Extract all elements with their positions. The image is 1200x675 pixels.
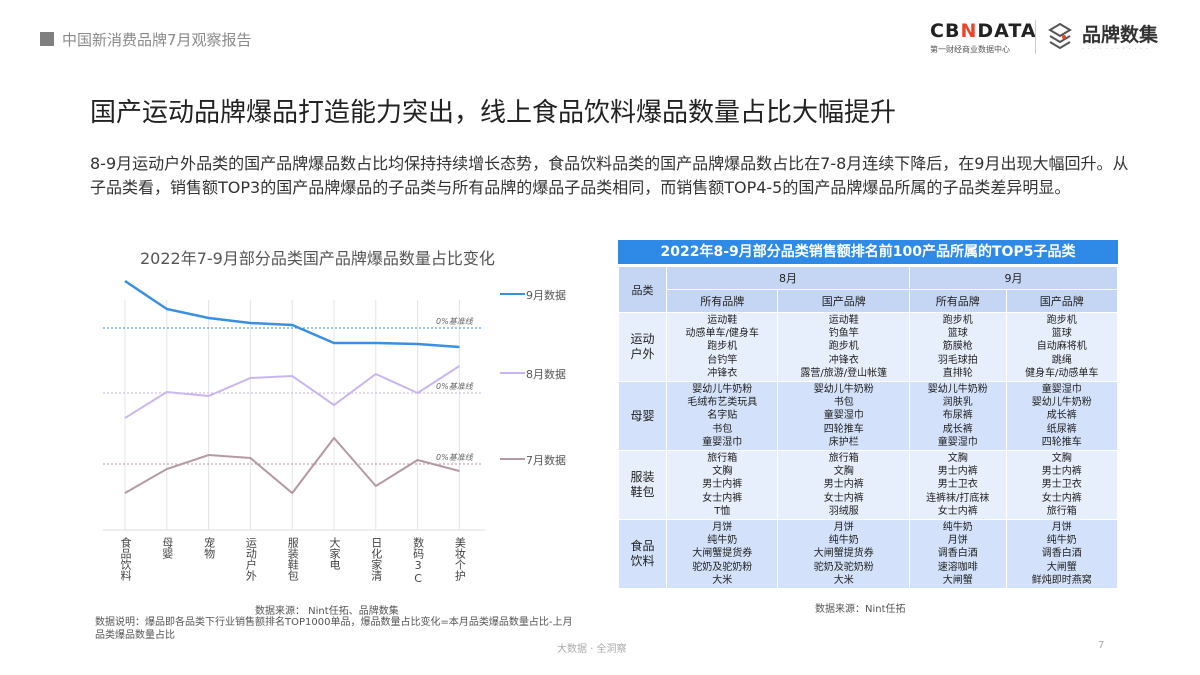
table-source: 数据来源：Nint任拓	[815, 604, 906, 615]
table-cell: 纯牛奶 月饼 调香白酒 速溶咖啡 大闸蟹	[909, 519, 1007, 590]
table-cell: 婴幼儿牛奶粉 毛绒布艺类玩具 名字贴 书包 童婴湿巾	[665, 381, 779, 452]
report-title: 中国新消费品牌7月观察报告	[62, 31, 252, 49]
table-cell: 旅行箱 文胸 男士内裤 女士内裤 T恤	[665, 450, 779, 521]
table-row: 食品饮料 月饼 纯牛奶 大闸蟹提货券 驼奶及驼奶粉 大米 月饼 纯牛奶 大闸蟹提货券…	[618, 519, 1118, 590]
table-cell: 运动鞋 动感单车/健身车 跑步机 台钓竿 冲锋衣	[665, 311, 779, 383]
brand-logo-icon	[1048, 22, 1072, 50]
table-cell: 文胸 男士内裤 男士卫衣 女士内裤 旅行箱	[1005, 450, 1118, 521]
x-tick-label: 运动户外	[244, 537, 258, 581]
col-header-month: 9月	[909, 266, 1118, 290]
col-header-brand: 国产品牌	[1005, 289, 1118, 313]
footer-slogan: 大数据 · 全洞察	[557, 644, 627, 655]
table-cell: 婴幼儿牛奶粉 润肤乳 布尿裤 成长裤 童婴湿巾	[909, 381, 1007, 452]
table-cell: 跑步机 篮球 筋膜枪 羽毛球拍 直排轮	[909, 311, 1007, 383]
table-cell: 童婴湿巾 婴幼儿牛奶粉 成长裤 纸尿裤 四轮推车	[1005, 381, 1118, 452]
subcategory-table: 品类 8月 9月 所有品牌 国产品牌 所有品牌 国产品牌 运动户外 运动鞋 动感单…	[618, 266, 1118, 590]
row-category: 食品饮料	[618, 519, 667, 590]
baseline-label: 0%基准线	[436, 382, 473, 391]
description: 8-9月运动户外品类的国产品牌爆品数占比均保持持续增长态势，食品饮料品类的国产品…	[90, 154, 1129, 197]
col-header-brand: 国产品牌	[777, 289, 911, 313]
x-tick-label: 日化家清	[369, 537, 383, 581]
x-tick-label: 大家电	[328, 537, 341, 570]
table-cell: 跑步机 篮球 自动麻将机 跳绳 健身车/动感单车	[1005, 311, 1118, 383]
row-category: 运动户外	[618, 311, 667, 383]
page-title: 国产运动品牌爆品打造能力突出，线上食品饮料爆品数量占比大幅提升	[90, 98, 897, 128]
table-title: 2022年8-9月部分品类销售额排名前100产品所属的TOP5子品类	[618, 240, 1118, 264]
page-number: 7	[1098, 640, 1105, 651]
row-category: 母婴	[618, 381, 667, 452]
x-tick-label: 食品饮料	[119, 537, 132, 581]
chart-note: 数据说明：爆品即各品类下行业销售额排名TOP1000单品，爆品数量占比变化=本月…	[95, 617, 573, 641]
col-header-month: 8月	[665, 266, 911, 290]
table-cell: 月饼 纯牛奶 大闸蟹提货券 驼奶及驼奶粉 大米	[665, 519, 779, 590]
x-tick-label: 数码3C	[411, 537, 425, 585]
row-category: 服装鞋包	[618, 450, 667, 521]
table-cell: 旅行箱 文胸 男士内裤 女士内裤 羽绒服	[777, 450, 911, 521]
header-square-icon	[40, 32, 54, 46]
legend-label: 9月数据	[526, 289, 566, 302]
logo-divider	[1035, 20, 1036, 54]
cbndata-logo: CBNDATA	[930, 20, 1037, 42]
col-header-brand: 所有品牌	[665, 289, 779, 313]
col-header-category: 品类	[618, 266, 667, 313]
table-cell: 月饼 纯牛奶 调香白酒 大闸蟹 鲜炖即时燕窝	[1005, 519, 1118, 590]
table-row: 运动户外 运动鞋 动感单车/健身车 跑步机 台钓竿 冲锋衣 运动鞋 钓鱼竿 跑步机 …	[618, 311, 1118, 383]
baseline-label: 0%基准线	[436, 317, 473, 326]
brand-logo: 品牌数集	[1082, 24, 1159, 46]
chart-source: 数据来源： Nint任拓、品牌数集	[255, 606, 399, 617]
col-header-brand: 所有品牌	[909, 289, 1007, 313]
legend-label: 7月数据	[526, 454, 566, 467]
chart-title: 2022年7-9月部分品类国产品牌爆品数量占比变化	[140, 249, 495, 268]
x-tick-label: 美妆个护	[453, 537, 467, 581]
x-tick-label: 母婴	[160, 537, 174, 559]
table-cell: 运动鞋 钓鱼竿 跑步机 冲锋衣 露营/旅游/登山帐篷	[777, 311, 911, 383]
brand-logo-subtitle: · · · · · · · · · · · ·	[1082, 46, 1149, 53]
x-tick-label: 服装鞋包	[286, 537, 300, 581]
x-tick-label: 宠物	[202, 537, 216, 559]
table-cell: 婴幼儿牛奶粉 书包 童婴湿巾 四轮推车 床护栏	[777, 381, 911, 452]
table-cell: 月饼 纯牛奶 大闸蟹提货券 驼奶及驼奶粉 大米	[777, 519, 911, 590]
table-row: 服装鞋包 旅行箱 文胸 男士内裤 女士内裤 T恤 旅行箱 文胸 男士内裤 女士内裤 …	[618, 450, 1118, 521]
baseline-label: 0%基准线	[436, 453, 473, 462]
legend-label: 8月数据	[526, 368, 566, 381]
table-row: 母婴 婴幼儿牛奶粉 毛绒布艺类玩具 名字贴 书包 童婴湿巾 婴幼儿牛奶粉 书包 童婴…	[618, 381, 1118, 452]
line-chart	[103, 279, 525, 531]
table-cell: 文胸 男士内裤 男士卫衣 连裤袜/打底袜 女士内裤	[909, 450, 1007, 521]
cbndata-logo-subtitle: 第一财经商业数据中心	[930, 45, 1010, 54]
